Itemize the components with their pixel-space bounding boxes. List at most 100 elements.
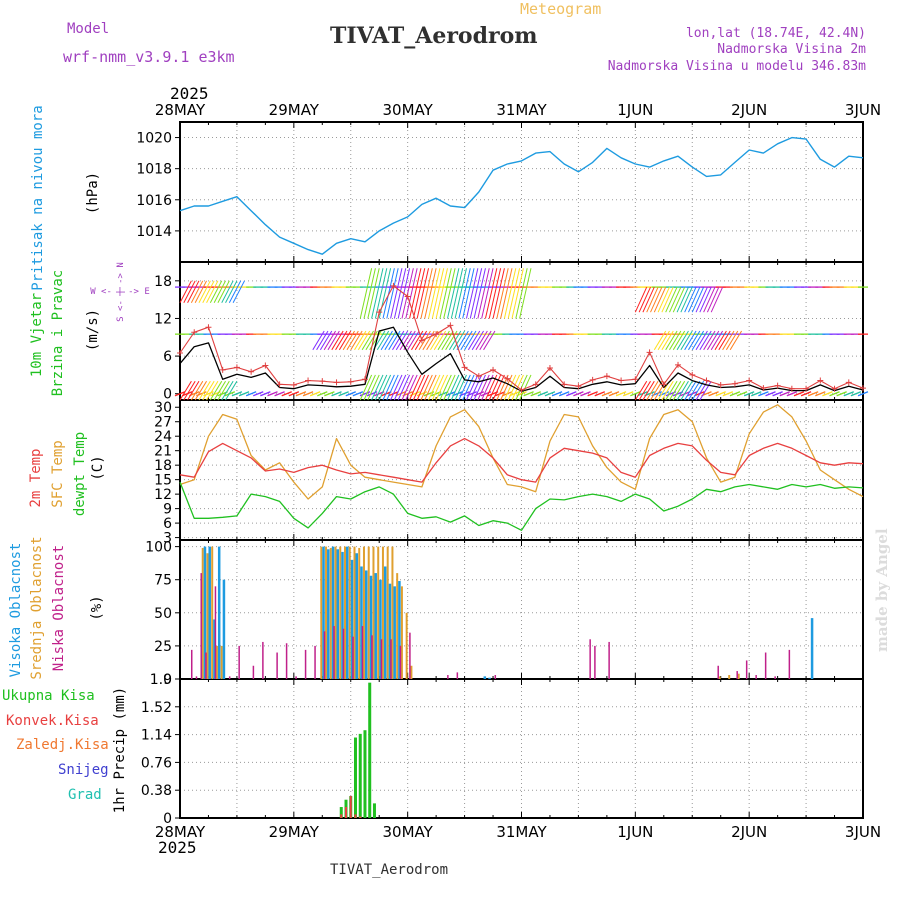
- wind-gust-marker: [248, 369, 254, 375]
- mid-cloud-bar: [728, 675, 730, 679]
- day-label-bottom: 29MAY: [269, 823, 320, 841]
- high-cloud-bar: [393, 586, 396, 679]
- low-cloud-bar: [200, 573, 202, 679]
- high-cloud-bar: [374, 573, 377, 679]
- y-tick-label: 50: [154, 606, 172, 622]
- high-cloud-bar: [327, 549, 330, 679]
- mid-cloud-bar: [377, 547, 379, 679]
- mid-cloud-bar: [349, 547, 351, 679]
- model-name: wrf-nmm_v3.9.1 e3km: [63, 48, 235, 66]
- low-cloud-bar: [253, 666, 255, 679]
- low-cloud-bar: [381, 639, 383, 679]
- panel-precip: 0 0.38 0.76 1.14 1.52 1.9: [141, 672, 863, 827]
- high-cloud-bar: [365, 570, 368, 679]
- day-label-bottom: 2JUN: [731, 823, 767, 841]
- y-tick-label: 18: [154, 274, 172, 290]
- wind-gust-marker: [490, 367, 496, 373]
- high-cloud-bar: [346, 547, 349, 679]
- y-tick-label: 1016: [136, 193, 172, 209]
- day-label-top: 30MAY: [383, 101, 434, 119]
- mid-cloud-bar: [221, 646, 223, 679]
- wind-outer-label-2: Brzina i Pravac: [50, 270, 66, 396]
- mid-cloud-bar: [206, 553, 208, 679]
- precip-convective-bar: [359, 817, 361, 818]
- cloud-outer-label-3: Niska Oblacnost: [51, 545, 67, 671]
- y-tick-label: 1014: [136, 224, 172, 240]
- mid-cloud-bar: [202, 548, 204, 679]
- low-cloud-bar: [352, 637, 354, 679]
- cloud-unit-label: (%): [89, 595, 105, 620]
- y-tick-label: 0.76: [141, 755, 172, 771]
- low-cloud-bar: [262, 642, 264, 679]
- low-cloud-bar: [371, 635, 373, 679]
- precip-total-bar: [368, 683, 371, 818]
- precip-convective-bar: [350, 796, 352, 818]
- mid-cloud-bar: [216, 646, 218, 679]
- mid-cloud-bar: [353, 547, 355, 679]
- day-label-bottom: 31MAY: [496, 823, 547, 841]
- y-tick-label: 21: [154, 444, 172, 460]
- mid-cloud-bar: [339, 547, 341, 679]
- day-label-bottom: 3JUN: [845, 823, 881, 841]
- y-tick-label: 12: [154, 487, 172, 503]
- y-tick-label: 1020: [136, 131, 172, 147]
- precip-total-bar: [359, 734, 362, 818]
- precip-label-hail: Grad: [68, 787, 102, 803]
- high-cloud-bar: [484, 676, 487, 679]
- low-cloud-bar: [409, 633, 411, 679]
- precip-convective-bar: [354, 814, 356, 818]
- low-cloud-bar: [215, 586, 217, 679]
- wind-gust-marker: [234, 364, 240, 370]
- day-labels-top: 28MAY 29MAY 30MAY 31MAY 1JUN 2JUN 3JUN: [155, 101, 881, 119]
- y-tick-label: 75: [154, 573, 172, 589]
- low-cloud-bar: [276, 653, 278, 679]
- precip-convective-bar: [340, 814, 342, 818]
- y-tick-label: 9: [163, 502, 172, 518]
- precip-convective-bar: [345, 807, 347, 818]
- low-cloud-bar: [589, 639, 591, 679]
- y-tick-label: 100: [145, 540, 172, 556]
- pressure-unit-label: (hPa): [85, 172, 101, 214]
- high-cloud-bar: [223, 580, 226, 679]
- day-label-top: 28MAY: [155, 101, 206, 119]
- temp-unit-label: (C): [90, 455, 106, 480]
- y-tick-label: 12: [154, 311, 172, 327]
- mid-cloud-bar: [320, 547, 322, 679]
- low-cloud-bar: [333, 626, 335, 679]
- wind-gust-marker: [305, 378, 311, 384]
- wind-gust-marker: [775, 383, 781, 389]
- station-title: TIVAT_Aerodrom: [330, 23, 538, 49]
- meteogram-chart: Model wrf-nmm_v3.9.1 e3km Meteogram TIVA…: [0, 0, 900, 900]
- low-cloud-bar: [400, 646, 402, 679]
- y-tick-label: 1.14: [141, 728, 172, 744]
- high-cloud-bar: [218, 547, 221, 679]
- wind-gust-marker: [334, 379, 340, 385]
- low-cloud-bar: [495, 675, 497, 679]
- wind-gust-marker: [732, 381, 738, 387]
- y-tick-label: 6: [163, 349, 172, 365]
- precip-unit-label: 1hr Precip (mm): [112, 687, 128, 813]
- mid-cloud-bar: [335, 547, 337, 679]
- high-cloud-bar: [337, 549, 340, 679]
- panels-group: 1014101610181020061218369121518212427300…: [136, 122, 868, 827]
- low-cloud-bar: [717, 666, 719, 679]
- panel-cloud: 0255075100: [145, 540, 863, 688]
- mid-cloud-bar: [330, 548, 332, 679]
- mid-cloud-bar: [391, 547, 393, 679]
- low-cloud-bar: [789, 650, 791, 679]
- mid-cloud-bar: [372, 547, 374, 679]
- day-label-bottom: 28MAY: [155, 823, 206, 841]
- mid-cloud-bar: [363, 547, 365, 679]
- low-cloud-bar: [196, 676, 198, 679]
- wind-gust-marker: [846, 379, 852, 385]
- low-cloud-bar: [594, 646, 596, 679]
- low-cloud-bar: [238, 646, 240, 679]
- lonlat-label: lon,lat (18.74E, 42.4N): [686, 26, 866, 41]
- y-tick-label: 25: [154, 639, 172, 655]
- y-tick-label: 0.38: [141, 783, 172, 799]
- day-label-top: 31MAY: [496, 101, 547, 119]
- high-cloud-bar: [208, 547, 211, 679]
- wind-gust-marker: [462, 364, 468, 370]
- wind-gust-marker: [604, 373, 610, 379]
- mid-cloud-bar: [382, 547, 384, 679]
